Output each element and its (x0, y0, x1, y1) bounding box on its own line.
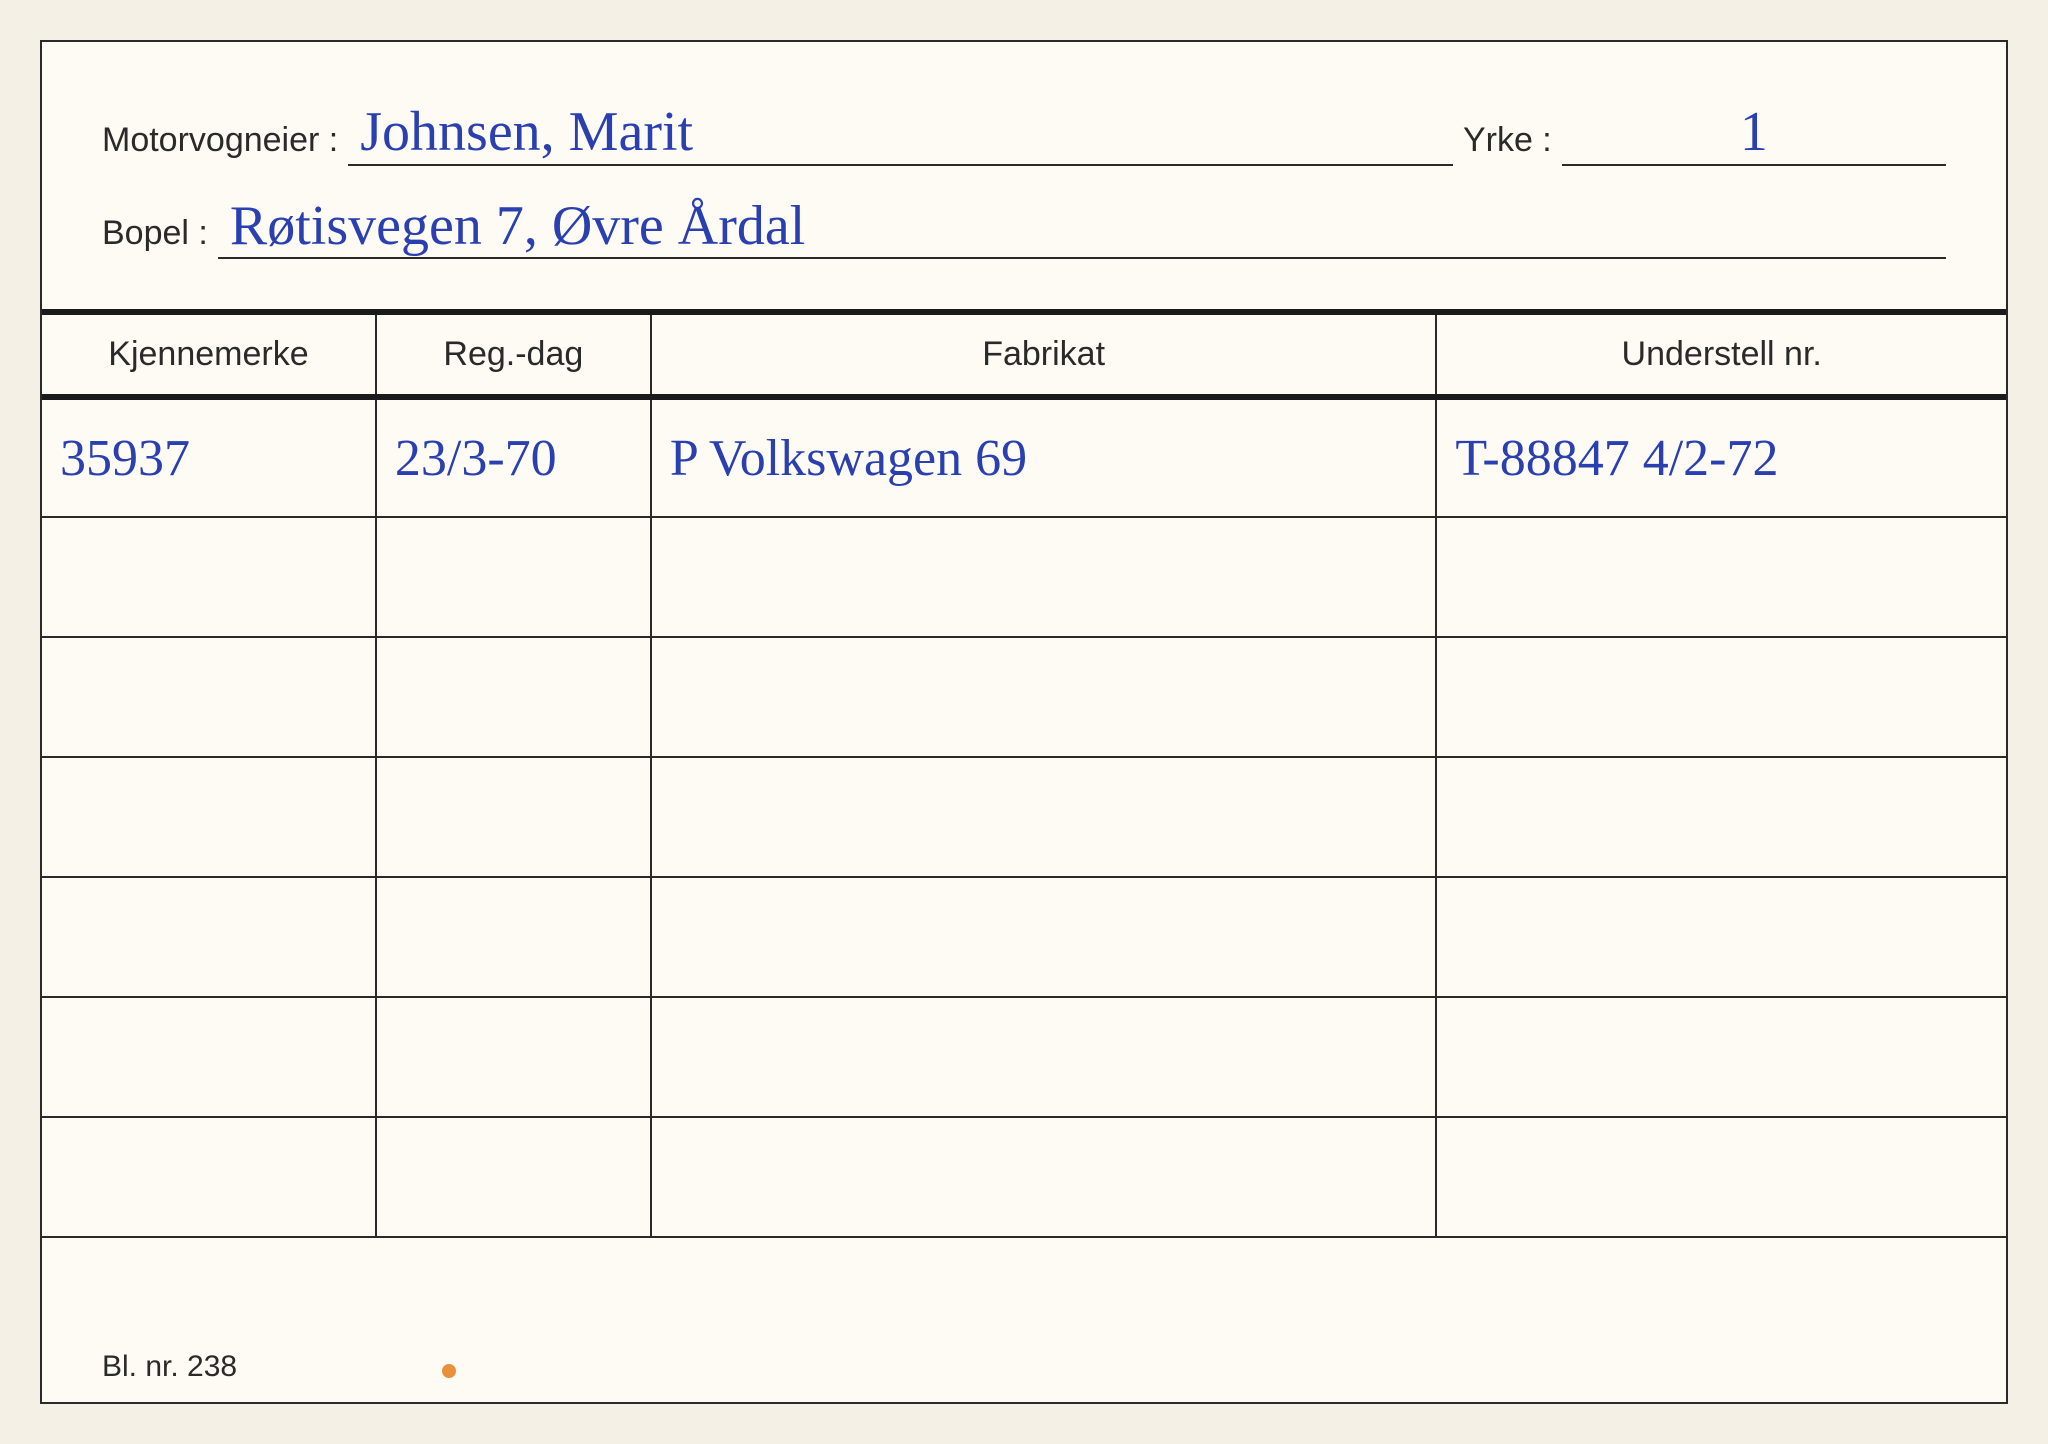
card-header: Motorvogneier : Johnsen, Marit Yrke : 1 … (42, 42, 2006, 309)
cell-understell (1436, 1117, 2006, 1237)
vehicle-table-wrap: Kjennemerke Reg.-dag Fabrikat Understell… (42, 309, 2006, 1238)
spot-mark-icon (442, 1364, 456, 1378)
cell-fabrikat (651, 757, 1437, 877)
cell-fabrikat (651, 1117, 1437, 1237)
cell-kjennemerke: 35937 (42, 397, 376, 517)
yrke-value: 1 (1562, 102, 1946, 166)
form-number: Bl. nr. 238 (102, 1350, 237, 1384)
bopel-row: Bopel : Røtisvegen 7, Øvre Årdal (102, 196, 1946, 260)
cell-understell (1436, 757, 2006, 877)
cell-reg-dag (376, 997, 651, 1117)
owner-label: Motorvogneier : (102, 121, 338, 166)
bopel-value: Røtisvegen 7, Øvre Årdal (218, 196, 1946, 260)
table-row: 35937 23/3-70 P Volkswagen 69 T-88847 4/… (42, 397, 2006, 517)
vehicle-table: Kjennemerke Reg.-dag Fabrikat Understell… (42, 315, 2006, 1238)
table-body: 35937 23/3-70 P Volkswagen 69 T-88847 4/… (42, 397, 2006, 1237)
cell-kjennemerke (42, 637, 376, 757)
col-reg-dag: Reg.-dag (376, 315, 651, 397)
cell-kjennemerke (42, 877, 376, 997)
bopel-label: Bopel : (102, 214, 208, 259)
cell-fabrikat (651, 997, 1437, 1117)
table-row (42, 517, 2006, 637)
table-row (42, 877, 2006, 997)
cell-reg-dag (376, 1117, 651, 1237)
cell-understell: T-88847 4/2-72 (1436, 397, 2006, 517)
table-header-row: Kjennemerke Reg.-dag Fabrikat Understell… (42, 315, 2006, 397)
cell-kjennemerke (42, 997, 376, 1117)
table-row (42, 637, 2006, 757)
cell-reg-dag: 23/3-70 (376, 397, 651, 517)
col-understell: Understell nr. (1436, 315, 2006, 397)
cell-reg-dag (376, 517, 651, 637)
table-row (42, 997, 2006, 1117)
col-kjennemerke: Kjennemerke (42, 315, 376, 397)
cell-understell (1436, 877, 2006, 997)
cell-fabrikat (651, 877, 1437, 997)
cell-kjennemerke (42, 757, 376, 877)
cell-reg-dag (376, 637, 651, 757)
cell-understell (1436, 517, 2006, 637)
cell-fabrikat (651, 637, 1437, 757)
col-fabrikat: Fabrikat (651, 315, 1437, 397)
cell-kjennemerke (42, 517, 376, 637)
cell-fabrikat: P Volkswagen 69 (651, 397, 1437, 517)
cell-reg-dag (376, 757, 651, 877)
cell-kjennemerke (42, 1117, 376, 1237)
cell-understell (1436, 997, 2006, 1117)
yrke-label: Yrke : (1463, 121, 1552, 166)
table-row (42, 757, 2006, 877)
cell-fabrikat (651, 517, 1437, 637)
owner-row: Motorvogneier : Johnsen, Marit Yrke : 1 (102, 102, 1946, 166)
registration-card: Motorvogneier : Johnsen, Marit Yrke : 1 … (40, 40, 2008, 1404)
owner-value: Johnsen, Marit (348, 102, 1453, 166)
cell-understell (1436, 637, 2006, 757)
table-row (42, 1117, 2006, 1237)
cell-reg-dag (376, 877, 651, 997)
